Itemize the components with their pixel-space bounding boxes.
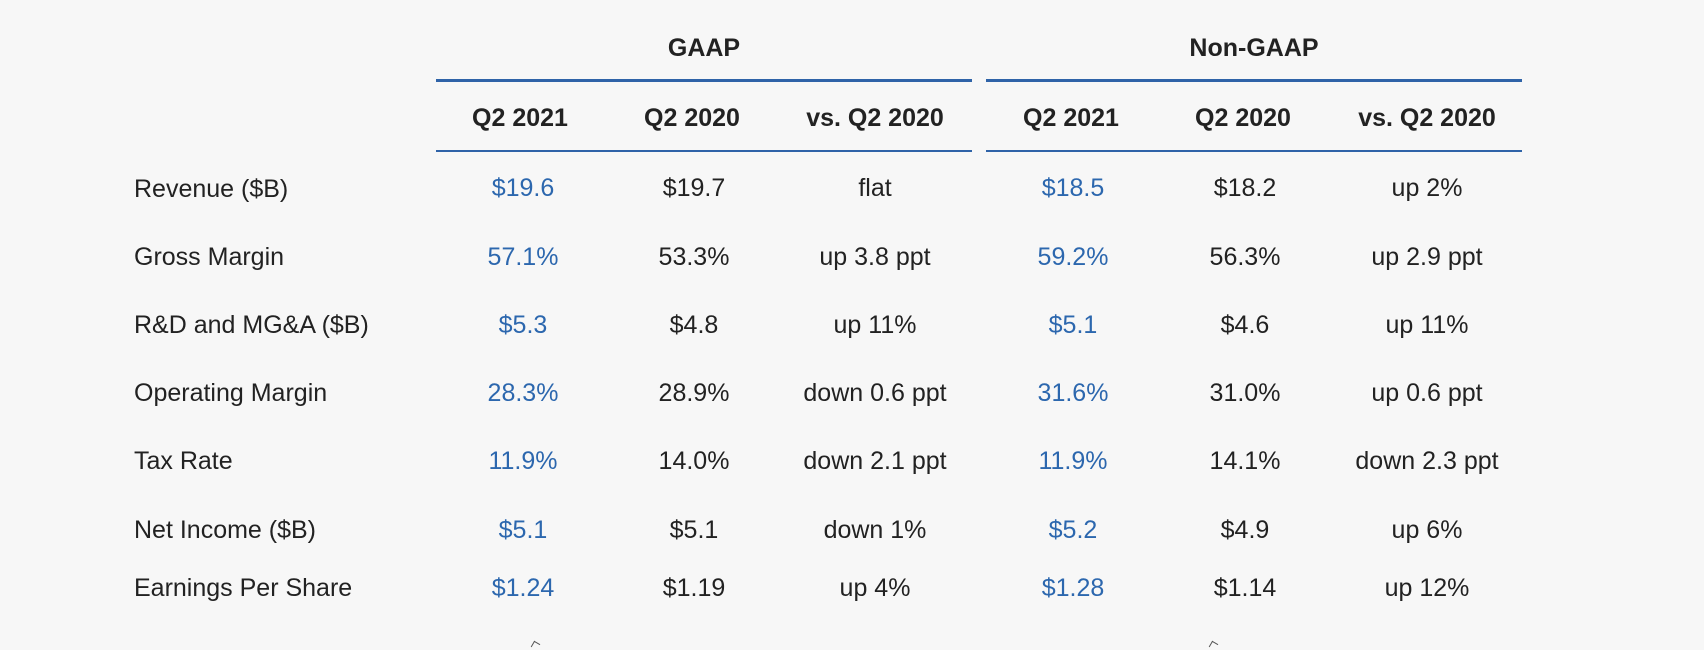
cell-nongaap-prior: 14.1% [1209,447,1281,475]
cell-gaap-change: down 0.6 ppt [803,379,947,407]
cell-gaap-change: flat [858,174,892,202]
cell-gaap-prior: $5.1 [669,516,719,544]
gaap-col-prior: Q2 2020 [644,104,740,132]
cell-nongaap-change: up 2.9 ppt [1371,243,1483,271]
cutoff-mark [530,640,541,650]
cell-nongaap-current: 59.2% [1037,243,1109,271]
row-label-tax-rate: Tax Rate [134,447,233,475]
cell-gaap-current: $5.3 [498,311,548,339]
cell-nongaap-prior: $4.9 [1220,516,1270,544]
cell-gaap-prior: 53.3% [658,243,730,271]
nongaap-top-rule [986,79,1522,82]
cell-nongaap-change: down 2.3 ppt [1355,447,1499,475]
cell-nongaap-change: up 6% [1391,516,1463,544]
cell-gaap-change: down 2.1 ppt [803,447,947,475]
gaap-top-rule [436,79,972,82]
row-label-eps: Earnings Per Share [134,574,353,602]
cell-nongaap-prior: $18.2 [1213,174,1277,202]
row-label-rd-mga: R&D and MG&A ($B) [134,311,369,339]
cell-gaap-current: $1.24 [491,574,555,602]
cell-gaap-prior: $4.8 [669,311,719,339]
cell-nongaap-current: $1.28 [1041,574,1105,602]
cell-gaap-current: 11.9% [488,447,558,475]
cell-nongaap-change: up 2% [1391,174,1463,202]
nongaap-group-title: Non-GAAP [1189,34,1319,62]
gaap-bottom-rule [436,150,972,152]
cell-nongaap-prior: 31.0% [1209,379,1281,407]
cell-gaap-change: up 11% [833,311,917,339]
nongaap-col-current: Q2 2021 [1023,104,1119,132]
gaap-col-current: Q2 2021 [472,104,568,132]
cell-gaap-current: 28.3% [487,379,559,407]
row-label-gross-margin: Gross Margin [134,243,285,271]
cell-nongaap-change: up 11% [1385,311,1469,339]
cell-nongaap-change: up 0.6 ppt [1371,379,1483,407]
cell-gaap-prior: $1.19 [662,574,726,602]
cell-gaap-change: up 4% [839,574,911,602]
cell-gaap-prior: 28.9% [658,379,730,407]
row-label-operating-margin: Operating Margin [134,379,328,407]
cell-gaap-change: down 1% [823,516,927,544]
cell-nongaap-current: $5.2 [1048,516,1098,544]
cell-gaap-prior: 14.0% [658,447,730,475]
cell-gaap-current: $5.1 [498,516,548,544]
gaap-col-change: vs. Q2 2020 [806,104,944,132]
cell-nongaap-current: $18.5 [1041,174,1105,202]
cell-nongaap-change: up 12% [1384,574,1470,602]
nongaap-bottom-rule [986,150,1522,152]
nongaap-col-change: vs. Q2 2020 [1358,104,1496,132]
cell-gaap-current: 57.1% [487,243,559,271]
cell-nongaap-prior: $1.14 [1213,574,1277,602]
cell-nongaap-prior: 56.3% [1209,243,1281,271]
gaap-group-title: GAAP [667,34,741,62]
cell-gaap-current: $19.6 [491,174,555,202]
row-label-revenue: Revenue ($B) [134,175,289,203]
cell-nongaap-prior: $4.6 [1220,311,1270,339]
cell-gaap-prior: $19.7 [662,174,726,202]
cutoff-mark [1208,640,1219,650]
cell-nongaap-current: 11.9% [1038,447,1108,475]
cell-gaap-change: up 3.8 ppt [819,243,931,271]
cell-nongaap-current: $5.1 [1048,311,1098,339]
nongaap-col-prior: Q2 2020 [1195,104,1291,132]
cell-nongaap-current: 31.6% [1037,379,1109,407]
row-label-net-income: Net Income ($B) [134,516,317,544]
